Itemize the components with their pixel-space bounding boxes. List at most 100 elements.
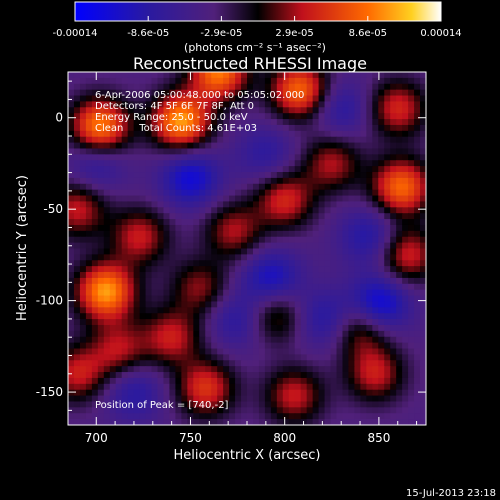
heatmap-cell [175, 307, 182, 314]
heatmap-cell [282, 154, 290, 161]
heatmap-cell [312, 324, 320, 332]
heatmap-cell [109, 195, 117, 203]
heatmap-cell [348, 113, 355, 120]
heatmap-cell [109, 142, 117, 150]
heatmap-cell [211, 330, 218, 338]
heatmap-cell [348, 177, 355, 185]
heatmap-cell [348, 277, 355, 285]
heatmap-cell [79, 401, 87, 408]
heatmap-cell [372, 183, 379, 191]
heatmap-cell [163, 389, 171, 397]
heatmap-cell [199, 219, 206, 226]
heatmap-cell [420, 377, 426, 385]
heatmap-cell [85, 213, 93, 220]
heatmap-cell [115, 313, 123, 320]
heatmap-cell [199, 301, 206, 308]
heatmap-cell [223, 148, 230, 155]
heatmap-cell [91, 395, 99, 403]
heatmap-cell [97, 389, 105, 397]
heatmap-cell [258, 154, 266, 161]
heatmap-cell [73, 154, 81, 161]
heatmap-cell [360, 195, 367, 203]
heatmap-cell [360, 136, 367, 144]
heatmap-cell [336, 89, 344, 97]
heatmap-cell [68, 166, 75, 173]
heatmap-cell [420, 319, 426, 326]
heatmap-cell [360, 266, 367, 273]
heatmap-cell [193, 272, 200, 279]
heatmap-cell [378, 348, 385, 355]
heatmap-cell [68, 354, 75, 361]
heatmap-cell [366, 195, 373, 203]
heatmap-cell [318, 130, 326, 138]
heatmap-cell [360, 407, 367, 414]
heatmap-cell [336, 366, 344, 373]
heatmap-cell [145, 383, 153, 391]
heatmap-cell [85, 72, 93, 79]
heatmap-cell [330, 177, 338, 185]
heatmap-cell [378, 130, 385, 138]
heatmap-cell [139, 89, 147, 97]
heatmap-cell [133, 336, 141, 344]
heatmap-cell [68, 89, 75, 97]
heatmap-cell [139, 160, 147, 167]
heatmap-cell [372, 372, 379, 379]
heatmap-cell [336, 142, 344, 150]
heatmap-cell [396, 230, 403, 238]
heatmap-cell [169, 242, 176, 250]
heatmap-cell [366, 130, 373, 138]
heatmap-cell [282, 83, 290, 91]
heatmap-cell [408, 236, 415, 244]
heatmap-cell [163, 289, 171, 297]
heatmap-cell [109, 354, 117, 361]
heatmap-cell [139, 419, 147, 425]
heatmap-cell [384, 248, 391, 255]
heatmap-cell [199, 207, 206, 214]
heatmap-cell [223, 130, 230, 138]
heatmap-cell [73, 207, 81, 214]
heatmap-cell [73, 324, 81, 332]
heatmap-cell [223, 142, 230, 150]
heatmap-cell [193, 389, 200, 397]
heatmap-cell [294, 242, 302, 250]
heatmap-cell [97, 283, 105, 291]
heatmap-cell [348, 348, 355, 355]
heatmap-cell [163, 124, 171, 132]
heatmap-cell [109, 342, 117, 350]
heatmap-cell [211, 89, 218, 97]
heatmap-cell [199, 254, 206, 261]
heatmap-cell [288, 260, 296, 267]
heatmap-cell [360, 119, 367, 126]
heatmap-cell [378, 366, 385, 373]
heatmap-cell [258, 389, 266, 397]
y-tick-label: -50 [43, 202, 63, 216]
heatmap-cell [181, 207, 188, 214]
heatmap-cell [199, 213, 206, 220]
heatmap-cell [97, 266, 105, 273]
heatmap-cell [420, 242, 426, 250]
heatmap-cell [127, 136, 135, 144]
heatmap-cell [151, 277, 159, 285]
heatmap-cell [175, 277, 182, 285]
heatmap-cell [264, 130, 272, 138]
heatmap-cell [169, 383, 176, 391]
heatmap-cell [193, 377, 200, 385]
heatmap-cell [91, 72, 99, 79]
heatmap-cell [354, 83, 361, 91]
heatmap-cell [420, 207, 426, 214]
heatmap-cell [366, 89, 373, 97]
heatmap-cell [229, 401, 236, 408]
heatmap-cell [270, 407, 278, 414]
heatmap-cell [247, 248, 254, 255]
heatmap-cell [121, 83, 129, 91]
heatmap-cell [181, 295, 188, 303]
heatmap-cell [145, 389, 153, 397]
heatmap-cell [181, 289, 188, 297]
heatmap-cell [420, 230, 426, 238]
heatmap-cell [223, 289, 230, 297]
heatmap-cell [103, 389, 111, 397]
heatmap-cell [73, 201, 81, 208]
heatmap-cell [97, 107, 105, 114]
heatmap-cell [181, 189, 188, 197]
heatmap-cell [109, 201, 117, 208]
